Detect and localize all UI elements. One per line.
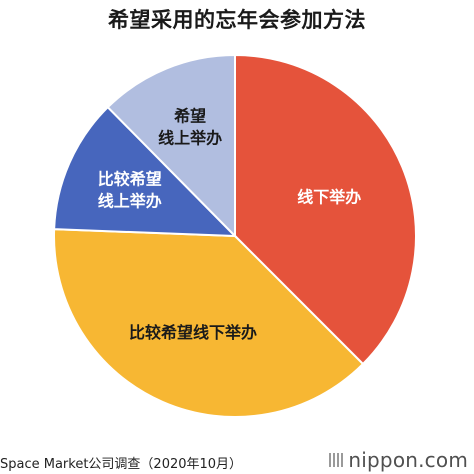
pie-slice-label-line: 希望 [174, 106, 206, 125]
source-note: Space Market公司调查（2020年10月） [0, 457, 243, 472]
chart-title: 希望采用的忘年会参加方法 [108, 8, 366, 32]
pie-slice-label-0: 线下举办 [297, 188, 361, 207]
nippon-logo: nippon.com [328, 448, 468, 472]
logo-text: nippon.com [348, 448, 468, 472]
pie-slice-0 [234, 53, 417, 366]
pie-slice-label-line: 比较希望 [98, 169, 162, 188]
pie-slice-label-line: 线上举办 [98, 191, 162, 210]
pie-slice-label-line: 比较希望线下举办 [129, 323, 257, 342]
nippon-mark-icon [329, 453, 344, 467]
pie-slice-2 [53, 105, 238, 238]
pie-slices [53, 53, 417, 418]
pie-slice-label-2: 比较希望线上举办 [98, 169, 162, 210]
pie-slice-label-line: 线下举办 [297, 188, 361, 207]
pie-slice-label-3: 希望线上举办 [158, 106, 222, 147]
pie-slice-label-1: 比较希望线下举办 [129, 323, 257, 342]
pie-slice-1 [53, 228, 365, 418]
pie-slice-3 [106, 53, 236, 239]
pie-slice-label-line: 线上举办 [158, 128, 222, 147]
